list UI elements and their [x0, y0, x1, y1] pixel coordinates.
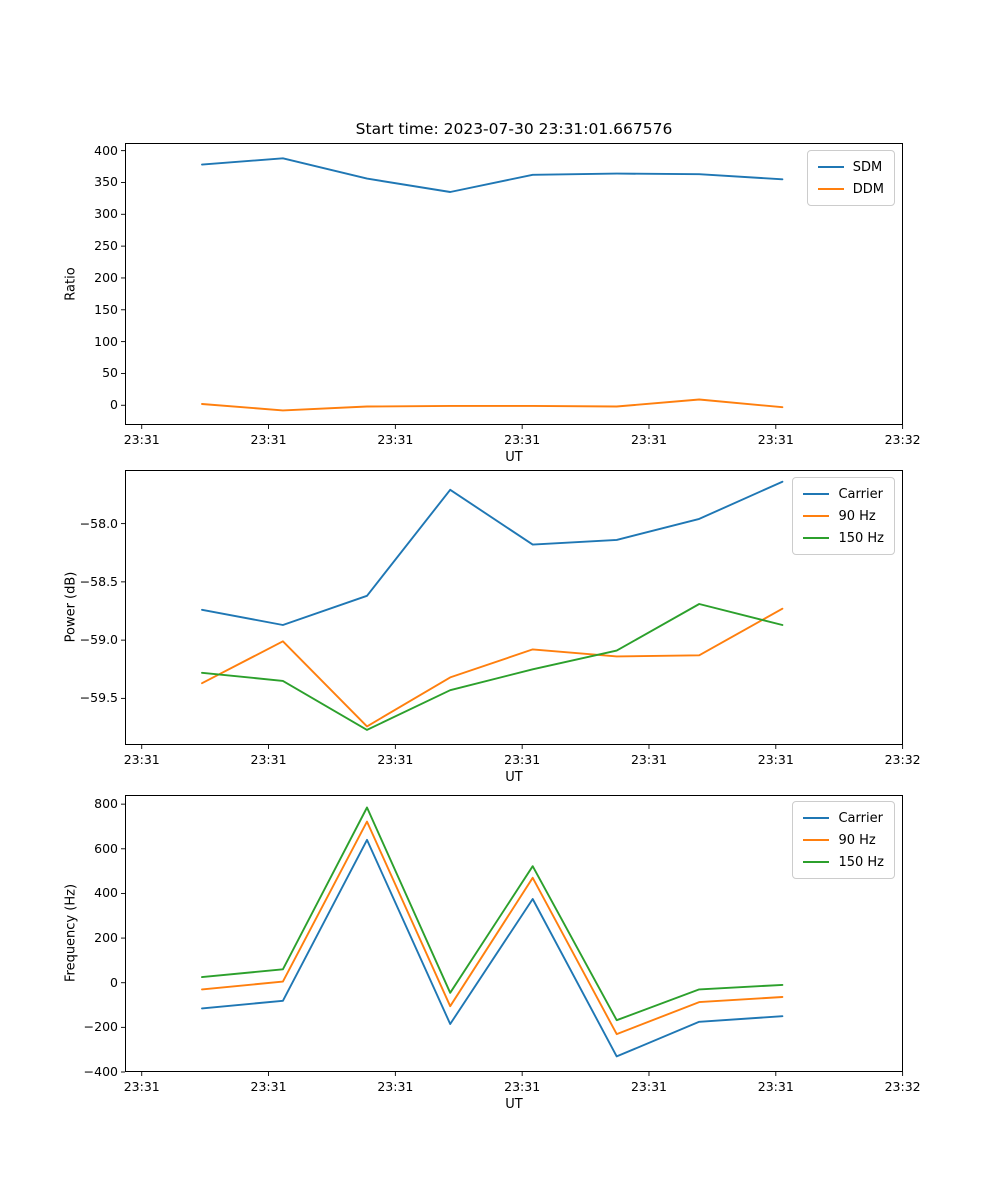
x-tick-label: 23:31: [250, 432, 287, 447]
ratio-plot-area: [121, 143, 904, 429]
series-line-ddm: [201, 398, 784, 412]
y-tick-label: 150: [94, 301, 118, 317]
y-tick-label: 0: [110, 974, 118, 990]
x-tick-label: 23:31: [504, 1079, 541, 1094]
x-tick-label: 23:32: [884, 1079, 921, 1094]
series-line-carrier: [201, 838, 784, 1058]
x-tick-label: 23:31: [757, 432, 794, 447]
x-tick-label: 23:31: [630, 752, 667, 767]
legend-label: DDM: [852, 181, 884, 197]
y-tick-label: −59.0: [79, 632, 118, 648]
x-tick-label: 23:31: [757, 752, 794, 767]
x-tick-label: 23:31: [377, 1079, 414, 1094]
x-tick-label: 23:32: [884, 752, 921, 767]
legend-label: SDM: [852, 159, 883, 175]
legend-item: DDM: [817, 178, 884, 200]
x-tick-label: 23:31: [377, 752, 414, 767]
series-line-150-hz: [201, 806, 784, 1022]
y-tick-label: 100: [94, 333, 118, 349]
legend-item: Carrier: [803, 483, 884, 505]
series-line-carrier: [201, 480, 784, 626]
legend-power: Carrier 90 Hz 150 Hz: [792, 477, 895, 555]
legend-line-sample: [817, 165, 844, 169]
y-tick-label: 800: [94, 796, 118, 812]
x-axis-label-ut-2: UT: [505, 1097, 523, 1112]
legend-line-sample: [803, 492, 830, 496]
y-tick-label: −59.5: [79, 690, 118, 706]
x-tick-label: 23:31: [123, 432, 160, 447]
legend-line-sample: [803, 838, 830, 842]
legend-line-sample: [817, 187, 844, 191]
legend-item: 90 Hz: [803, 829, 884, 851]
y-tick-label: 50: [102, 365, 118, 381]
legend-label: Carrier: [838, 810, 883, 826]
legend-item: 90 Hz: [803, 505, 884, 527]
y-tick-label: −200: [83, 1019, 118, 1035]
legend-label: 150 Hz: [838, 854, 884, 870]
y-tick-label: 250: [94, 238, 118, 254]
y-tick-label: 400: [94, 885, 118, 901]
y-tick-label: 200: [94, 930, 118, 946]
y-tick-label: 300: [94, 206, 118, 222]
series-line-150-hz: [201, 603, 784, 731]
legend-label: Carrier: [838, 486, 883, 502]
x-tick-label: 23:31: [377, 432, 414, 447]
x-tick-label: 23:32: [884, 432, 921, 447]
x-tick-label: 23:31: [630, 432, 667, 447]
x-tick-label: 23:31: [504, 752, 541, 767]
series-line-sdm: [201, 157, 784, 193]
x-axis-label-ut-0: UT: [505, 450, 523, 465]
legend-item: Carrier: [803, 807, 884, 829]
x-tick-label: 23:31: [757, 1079, 794, 1094]
legend-label: 90 Hz: [838, 832, 876, 848]
y-tick-label: 350: [94, 174, 118, 190]
axes-frame: [125, 470, 903, 745]
legend-line-sample: [803, 536, 830, 540]
y-tick-label: 600: [94, 840, 118, 856]
figure-title: Start time: 2023-07-30 23:31:01.667576: [355, 120, 673, 138]
series-line-90-hz: [201, 820, 784, 1036]
legend-item: SDM: [817, 156, 884, 178]
axes-frame: [125, 795, 903, 1072]
y-tick-label: −400: [83, 1064, 118, 1080]
legend-line-sample: [803, 514, 830, 518]
legend-item: 150 Hz: [803, 527, 884, 549]
frequency-plot-area: [121, 795, 904, 1076]
y-tick-label: 200: [94, 270, 118, 286]
y-tick-label: 400: [94, 142, 118, 158]
x-tick-label: 23:31: [250, 752, 287, 767]
legend-label: 90 Hz: [838, 508, 876, 524]
legend-label: 150 Hz: [838, 530, 884, 546]
x-tick-label: 23:31: [123, 752, 160, 767]
axes-frame: [125, 143, 903, 425]
legend-item: 150 Hz: [803, 851, 884, 873]
x-tick-label: 23:31: [250, 1079, 287, 1094]
legend-line-sample: [803, 860, 830, 864]
y-tick-label: −58.0: [79, 515, 118, 531]
x-tick-label: 23:31: [504, 432, 541, 447]
legend-ratio: SDM DDM: [806, 150, 895, 206]
x-tick-label: 23:31: [123, 1079, 160, 1094]
power-plot-area: [121, 470, 904, 749]
legend-line-sample: [803, 816, 830, 820]
x-tick-label: 23:31: [630, 1079, 667, 1094]
y-tick-label: −58.5: [79, 574, 118, 590]
x-axis-label-ut-1: UT: [505, 770, 523, 785]
series-line-90-hz: [201, 607, 784, 728]
legend-frequency: Carrier 90 Hz 150 Hz: [792, 801, 895, 879]
y-tick-label: 0: [110, 397, 118, 413]
